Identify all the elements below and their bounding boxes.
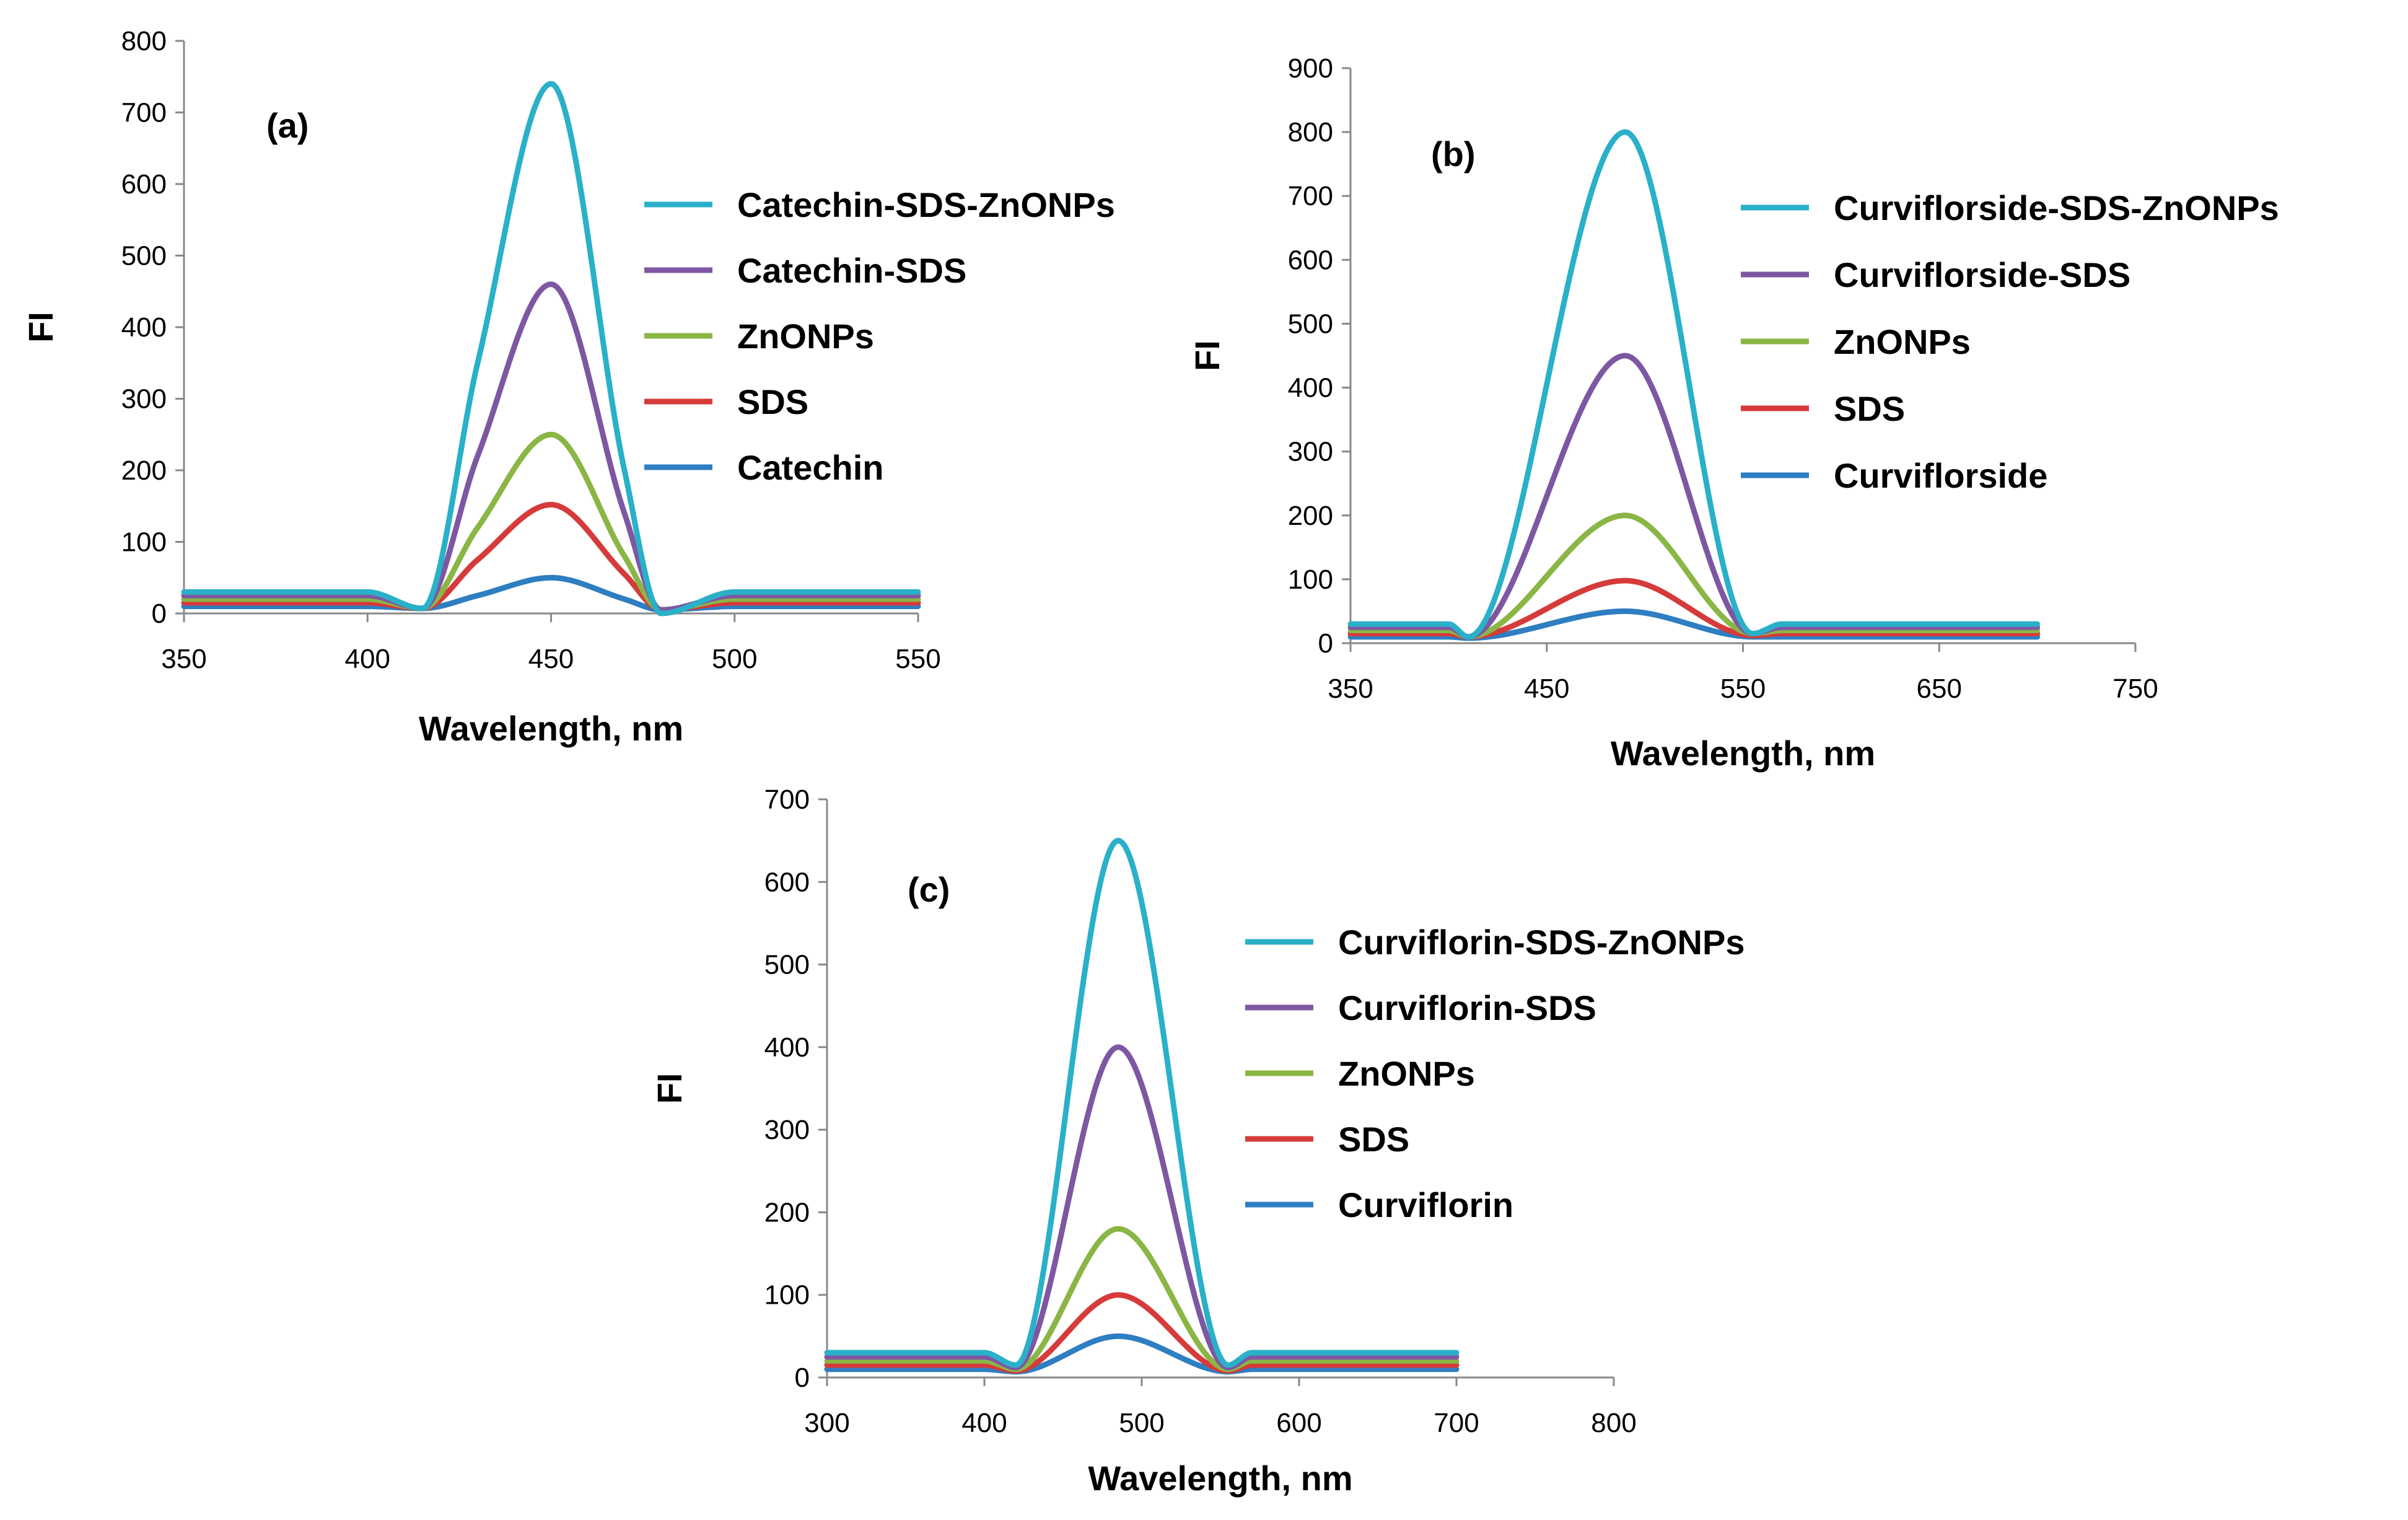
y-tick-label: 800 <box>1288 117 1333 147</box>
y-tick-label: 700 <box>121 98 167 128</box>
y-tick-label: 100 <box>1288 565 1333 595</box>
y-axis-title: FI <box>1188 340 1227 371</box>
series-line-1 <box>824 838 1460 1368</box>
series-line-5 <box>181 574 921 613</box>
legend-label: Catechin-SDS-ZnONPs <box>737 185 1115 224</box>
series-line-4 <box>1347 578 2041 640</box>
y-tick-label: 500 <box>764 950 810 980</box>
y-tick-label: 300 <box>1288 437 1333 467</box>
chart-panel-c: 0 100 200 300 400 500 600 700 300 400 500 600 700 800… <box>650 784 1745 1498</box>
y-tick-label: 800 <box>121 26 167 56</box>
y-tick-label: 200 <box>121 455 167 486</box>
y-tick-label: 500 <box>1288 309 1333 339</box>
legend-label: Curviflorin-SDS-ZnONPs <box>1338 923 1745 962</box>
legend-label: Curviflorside-SDS-ZnONPs <box>1834 188 2279 227</box>
legend-label: ZnONPs <box>1338 1054 1475 1093</box>
series-line-3 <box>1347 512 2041 640</box>
series-line-1 <box>1347 129 2041 640</box>
x-tick-label: 600 <box>1276 1408 1321 1438</box>
legend-label: SDS <box>1834 389 1905 428</box>
series-line-3 <box>181 431 921 613</box>
x-tick-label: 500 <box>712 644 757 674</box>
x-tick-label: 400 <box>345 644 390 674</box>
series-line-4 <box>181 501 921 613</box>
y-tick-label: 300 <box>764 1115 810 1145</box>
panel-label: (b) <box>1431 134 1476 174</box>
x-tick-label: 800 <box>1591 1408 1636 1438</box>
y-tick-label: 200 <box>764 1197 810 1228</box>
legend-label: Catechin-SDS <box>737 251 966 290</box>
x-tick-label: 400 <box>961 1408 1007 1438</box>
series-line-5 <box>824 1333 1460 1375</box>
x-axis-title: Wavelength, nm <box>1088 1459 1352 1498</box>
legend-label: SDS <box>1338 1120 1409 1159</box>
x-axis-title: Wavelength, nm <box>1611 734 1875 773</box>
series-line-3 <box>824 1226 1460 1373</box>
legend-label: Curviflorin <box>1338 1185 1513 1224</box>
chart-panel-a: 0 100 200 300 400 500 600 700 800 350 400 450 500 550… <box>21 26 1115 748</box>
y-tick-label: 400 <box>1288 373 1333 403</box>
y-tick-label: 600 <box>764 867 810 897</box>
legend-label: Curviflorside-SDS <box>1834 255 2130 294</box>
y-tick-label: 100 <box>121 527 167 558</box>
x-axis-title: Wavelength, nm <box>419 709 683 748</box>
x-tick-label: 550 <box>1720 674 1766 704</box>
y-tick-label: 700 <box>1288 181 1333 211</box>
legend-label: ZnONPs <box>1834 322 1971 361</box>
y-tick-label: 400 <box>764 1032 810 1063</box>
series-line-2 <box>824 1044 1460 1371</box>
panel-label: (c) <box>908 870 950 909</box>
y-tick-label: 0 <box>1318 628 1333 659</box>
y-axis-title: FI <box>650 1073 689 1104</box>
x-tick-label: 350 <box>1328 674 1373 704</box>
x-tick-label: 750 <box>2112 674 2158 704</box>
x-tick-label: 450 <box>1524 674 1569 704</box>
y-tick-label: 700 <box>764 784 810 815</box>
y-tick-label: 0 <box>795 1363 810 1393</box>
series-line-5 <box>1347 608 2041 641</box>
legend-label: Curviflorside <box>1834 456 2047 495</box>
x-tick-label: 350 <box>161 644 206 674</box>
y-axis-title: FI <box>21 312 60 343</box>
y-tick-label: 300 <box>121 384 167 415</box>
x-tick-label: 650 <box>1917 674 1962 704</box>
x-tick-label: 450 <box>528 644 574 674</box>
y-tick-label: 100 <box>764 1280 810 1311</box>
x-tick-label: 550 <box>895 644 940 674</box>
y-tick-label: 900 <box>1288 53 1333 84</box>
x-tick-label: 700 <box>1434 1408 1479 1438</box>
legend-label: Catechin <box>737 448 884 487</box>
y-tick-label: 600 <box>121 169 167 200</box>
y-tick-label: 200 <box>1288 501 1333 531</box>
y-tick-label: 500 <box>121 241 167 271</box>
x-tick-label: 300 <box>804 1408 849 1438</box>
series-line-4 <box>824 1292 1460 1374</box>
y-tick-label: 600 <box>1288 245 1333 275</box>
x-tick-label: 500 <box>1119 1408 1164 1438</box>
y-tick-label: 400 <box>121 312 167 343</box>
chart-panel-b: 0 100 200 300 400 500 600 700 800 900 350 450 550 650… <box>1188 53 2279 773</box>
legend-label: Curviflorin-SDS <box>1338 988 1596 1027</box>
legend-label: ZnONPs <box>737 317 874 356</box>
series-line-1 <box>181 81 921 617</box>
y-tick-label: 0 <box>152 599 167 629</box>
legend-label: SDS <box>737 382 808 421</box>
panel-label: (a) <box>266 106 309 145</box>
